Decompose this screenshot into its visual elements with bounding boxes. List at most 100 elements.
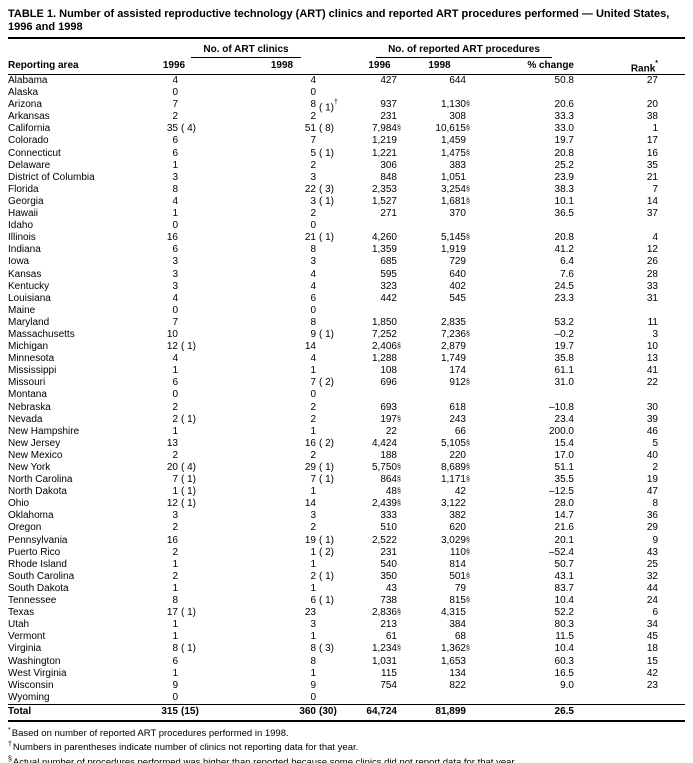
group-header-procedures-label: No. of reported ART procedures [376, 44, 552, 58]
cell-procedures-1998-section-mark: § [466, 645, 470, 653]
cell-procedures-1996-section-mark [397, 705, 405, 720]
group-header-spacer [8, 44, 138, 58]
cell-procedures-1998-section-mark [466, 607, 474, 619]
cell-procedures-1996-value [354, 305, 397, 317]
cell-procedures-1998: 822 [405, 680, 474, 692]
cell-pct-change: –10.8 [548, 401, 574, 413]
cell-procedures-1998-value: 42 [454, 486, 466, 498]
cell-procedures-1998-section-mark: § [466, 548, 470, 556]
cell-procedures-1998: 1,362 § [405, 643, 474, 655]
cell-procedures-1998-section-mark: § [466, 125, 470, 133]
cell-rank: 36 [646, 510, 658, 522]
cell-procedures-1996-value: 48 [385, 486, 397, 498]
cell-clinics-1996: 2 [172, 449, 178, 461]
cell-reporting-area: District of Columbia [8, 171, 95, 183]
cell-procedures-1998: 7,236 § [405, 329, 474, 341]
table-row: Louisiana 4 6 442 545 23.3 31 [8, 293, 685, 305]
cell-procedures-1996: 1,527 [354, 196, 405, 208]
cell-clinics-1998: 2 [310, 413, 316, 425]
cell-clinics-1996-paren: ( 1) [181, 486, 196, 498]
cell-clinics-1998-paren [316, 559, 354, 571]
cell-procedures-1998-section-mark [466, 631, 474, 643]
table-row: Ohio 12( 1) 14 2,439 § 3,122 28.0 8 [8, 498, 685, 510]
cell-procedures-1998-section-mark [466, 522, 474, 534]
cell-procedures-1998-value [405, 389, 466, 401]
cell-clinics-1996-paren [178, 135, 210, 147]
cell-rank: 27 [646, 75, 658, 86]
cell-rank: 10 [646, 341, 658, 353]
cell-procedures-1998: 620 [405, 522, 474, 534]
cell-procedures-1996-section-mark [397, 75, 405, 87]
cell-procedures-1998-section-mark [466, 668, 474, 680]
cell-pct-change: –52.4 [548, 546, 574, 558]
table-row: Puerto Rico 2 1( 2) 231 110 § –52.4 43 [8, 547, 685, 559]
cell-rank: 7 [652, 183, 658, 195]
cell-procedures-1996-value: 848 [380, 171, 397, 183]
cell-procedures-1996-section-mark [397, 256, 405, 268]
cell-procedures-1996-value: 231 [380, 546, 397, 558]
cell-procedures-1998-section-mark: § [466, 330, 470, 338]
cell-procedures-1998: 2,879 [405, 341, 474, 353]
table-row: Missouri 6 7( 2) 696 912 § 31.0 22 [8, 377, 685, 389]
cell-rank: 19 [646, 474, 658, 486]
cell-clinics-1996: 3 [172, 256, 178, 268]
cell-procedures-1996-value [354, 389, 397, 401]
cell-procedures-1996: 231 [354, 111, 405, 123]
cell-procedures-1996: 61 [354, 631, 405, 643]
cell-rank: 44 [646, 582, 658, 594]
rank-asterisk: * [655, 60, 658, 67]
cell-clinics-1998: 4 [310, 75, 316, 86]
cell-clinics-1996-paren [178, 365, 210, 377]
cell-clinics-1998: 2 [310, 449, 316, 461]
table-row: Idaho 0 0 [8, 220, 685, 232]
group-header-clinics: No. of ART clinics [138, 44, 354, 58]
cell-procedures-1996-value: 1,850 [371, 316, 397, 328]
cell-procedures-1998: 243 [405, 414, 474, 426]
col-header-procedures-1998: 1998 [428, 60, 451, 71]
cell-rank: 32 [646, 570, 658, 582]
group-header-clinics-label: No. of ART clinics [191, 44, 301, 58]
table-row: Oregon 2 2 510 620 21.6 29 [8, 522, 685, 534]
cell-procedures-1996-section-mark [397, 208, 405, 220]
cell-procedures-1998-value: 10,615 [435, 123, 466, 135]
cell-clinics-1998: 2 [310, 111, 316, 123]
cell-clinics-1998-paren: ( 2) [319, 377, 334, 389]
cell-clinics-1996: 6 [172, 147, 178, 159]
cell-clinics-1998: 2 [310, 208, 316, 220]
cell-procedures-1996-value: 693 [380, 401, 397, 413]
cell-procedures-1996: 306 [354, 160, 405, 172]
cell-procedures-1998-section-mark: § [466, 379, 470, 387]
cell-clinics-1996-paren [178, 426, 210, 438]
cell-clinics-1996: 8 [172, 643, 178, 655]
cell-procedures-1996: 2,353 [354, 184, 405, 196]
cell-procedures-1998-value: 1,459 [440, 135, 466, 147]
cell-clinics-1998-paren [316, 269, 354, 281]
cell-procedures-1996-value: 864 [380, 474, 397, 486]
cell-procedures-1998-section-mark: § [466, 197, 470, 205]
cell-clinics-1996: 0 [172, 87, 178, 99]
cell-procedures-1996-section-mark [397, 281, 405, 293]
cell-procedures-1998-value [405, 692, 466, 704]
cell-clinics-1996: 3 [172, 280, 178, 292]
cell-reporting-area: Nevada [8, 413, 43, 425]
cell-procedures-1998-section-mark [466, 583, 474, 595]
cell-procedures-1996-section-mark [397, 305, 405, 317]
cell-pct-change: 20.6 [554, 99, 574, 111]
cell-clinics-1998-paren [316, 692, 354, 704]
cell-procedures-1998-value: 1,475 [440, 147, 466, 159]
cell-clinics-1996: 7 [172, 474, 178, 486]
cell-clinics-1998: 9 [310, 679, 316, 691]
cell-procedures-1996-value: 738 [380, 595, 397, 607]
cell-clinics-1998: 2 [310, 401, 316, 413]
cell-rank: 18 [646, 643, 658, 655]
cell-procedures-1998-section-mark [466, 559, 474, 571]
cell-procedures-1998: 220 [405, 450, 474, 462]
cell-procedures-1996-section-mark [397, 450, 405, 462]
cell-clinics-1998-paren [316, 607, 354, 619]
cell-procedures-1996: 848 [354, 172, 405, 184]
cell-clinics-1996-paren [178, 184, 210, 196]
cell-clinics-1998: 2 [310, 522, 316, 534]
cell-procedures-1998-section-mark [466, 111, 474, 123]
cell-clinics-1998: 6 [310, 595, 316, 607]
cell-procedures-1996-section-mark [397, 692, 405, 704]
